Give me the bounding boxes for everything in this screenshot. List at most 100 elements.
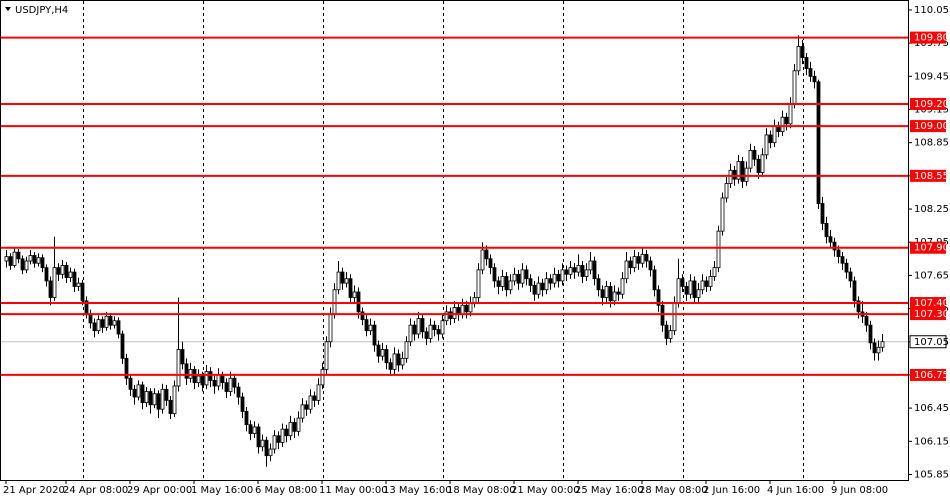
candle-body: [788, 103, 793, 125]
candle-body: [440, 320, 445, 335]
candle-body: [528, 278, 533, 286]
candle-body: [48, 280, 53, 298]
candle-body: [772, 125, 777, 144]
candle-body: [112, 320, 117, 326]
candle-body: [700, 280, 705, 291]
candle-body: [524, 269, 529, 280]
candle-body: [552, 273, 557, 284]
candle-body: [752, 150, 757, 160]
candle-body: [432, 324, 437, 330]
candle-body: [140, 384, 145, 403]
candle-body: [80, 282, 85, 302]
level-label: 106.75: [914, 370, 949, 381]
candle-body: [812, 75, 817, 83]
candle-body: [728, 169, 733, 184]
candle-body: [12, 251, 17, 266]
x-tick-label: 25 May 16:00: [575, 485, 644, 496]
candle-body: [224, 382, 229, 392]
x-tick-label: 18 May 08:00: [447, 485, 516, 496]
candle-body: [628, 260, 633, 269]
level-label-box: [910, 241, 946, 254]
candle-body: [360, 311, 365, 321]
candle-body: [32, 255, 37, 264]
x-tick-label: 6 May 08:00: [255, 485, 317, 496]
candle-body: [100, 319, 105, 328]
candle-body: [340, 271, 345, 284]
candle-body: [836, 249, 841, 257]
candle-body: [248, 424, 253, 434]
candle-body: [668, 330, 673, 339]
y-tick-label: 106.45: [914, 403, 949, 414]
candle-body: [828, 236, 833, 243]
candle-body: [460, 304, 465, 315]
candle-body: [168, 399, 173, 415]
candle-body: [200, 375, 205, 386]
candle-body: [652, 269, 657, 291]
candle-body: [864, 315, 869, 326]
candle-body: [544, 278, 549, 291]
candle-body: [416, 318, 421, 335]
candle-body: [516, 273, 521, 284]
candles: [4, 35, 885, 467]
x-tick-label: 2 Jun 16:00: [703, 485, 760, 496]
candle-body: [664, 324, 669, 339]
level-label: 109.00: [914, 121, 949, 132]
period-separators: [83, 1, 804, 480]
current-price-label: 107.05: [914, 337, 949, 348]
candle-body: [312, 395, 317, 401]
candle-body: [152, 393, 157, 406]
candle-body: [316, 384, 321, 401]
x-tick-label: 28 May 08:00: [639, 485, 708, 496]
candle-body: [196, 375, 201, 384]
candle-body: [536, 282, 541, 295]
candle-body: [268, 448, 273, 457]
level-label: 109.20: [914, 99, 949, 110]
candle-body: [332, 289, 337, 315]
candle-body: [848, 271, 853, 282]
candle-body: [748, 150, 753, 169]
candle-body: [488, 258, 493, 269]
candle-body: [184, 363, 189, 379]
candle-body: [352, 291, 357, 298]
candle-body: [272, 435, 277, 450]
candle-body: [412, 324, 417, 335]
candle-body: [16, 251, 21, 260]
candle-body: [132, 388, 137, 398]
candle-body: [260, 439, 265, 448]
candle-body: [756, 158, 761, 173]
candle-body: [480, 249, 485, 271]
candle-body: [228, 377, 233, 392]
y-tick-label: 108.85: [914, 138, 949, 149]
candle-body: [240, 396, 245, 412]
candle-body: [820, 203, 825, 224]
symbol-menu-arrow[interactable]: [5, 7, 11, 11]
candle-body: [104, 315, 109, 328]
candle-body: [388, 362, 393, 370]
candle-body: [876, 346, 881, 354]
candle-body: [844, 262, 849, 273]
candle-body: [172, 385, 177, 415]
candle-body: [712, 267, 717, 277]
candle-body: [824, 223, 829, 238]
candle-body: [484, 249, 489, 260]
current-price-box: [909, 335, 947, 349]
candle-body: [252, 426, 257, 434]
candle-body: [656, 289, 661, 306]
candle-body: [336, 271, 341, 291]
candle-body: [744, 167, 749, 182]
candle-body: [512, 273, 517, 282]
candle-body: [320, 369, 325, 386]
candle-body: [780, 116, 785, 133]
candle-body: [120, 333, 125, 359]
candle-body: [444, 311, 449, 322]
y-tick-label: 108.25: [914, 204, 949, 215]
level-label: 107.30: [914, 309, 949, 320]
candle-body: [872, 342, 877, 354]
candle-body: [640, 253, 645, 264]
candle-body: [508, 280, 513, 291]
y-tick-label: 109.75: [914, 38, 949, 49]
candle-body: [476, 269, 481, 298]
candle-body: [840, 256, 845, 264]
level-label-box: [910, 368, 946, 381]
y-tick-label: 106.15: [914, 436, 949, 447]
